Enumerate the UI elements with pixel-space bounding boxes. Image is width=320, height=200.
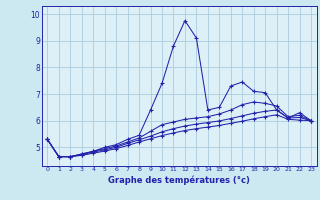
X-axis label: Graphe des températures (°c): Graphe des températures (°c): [108, 175, 250, 185]
